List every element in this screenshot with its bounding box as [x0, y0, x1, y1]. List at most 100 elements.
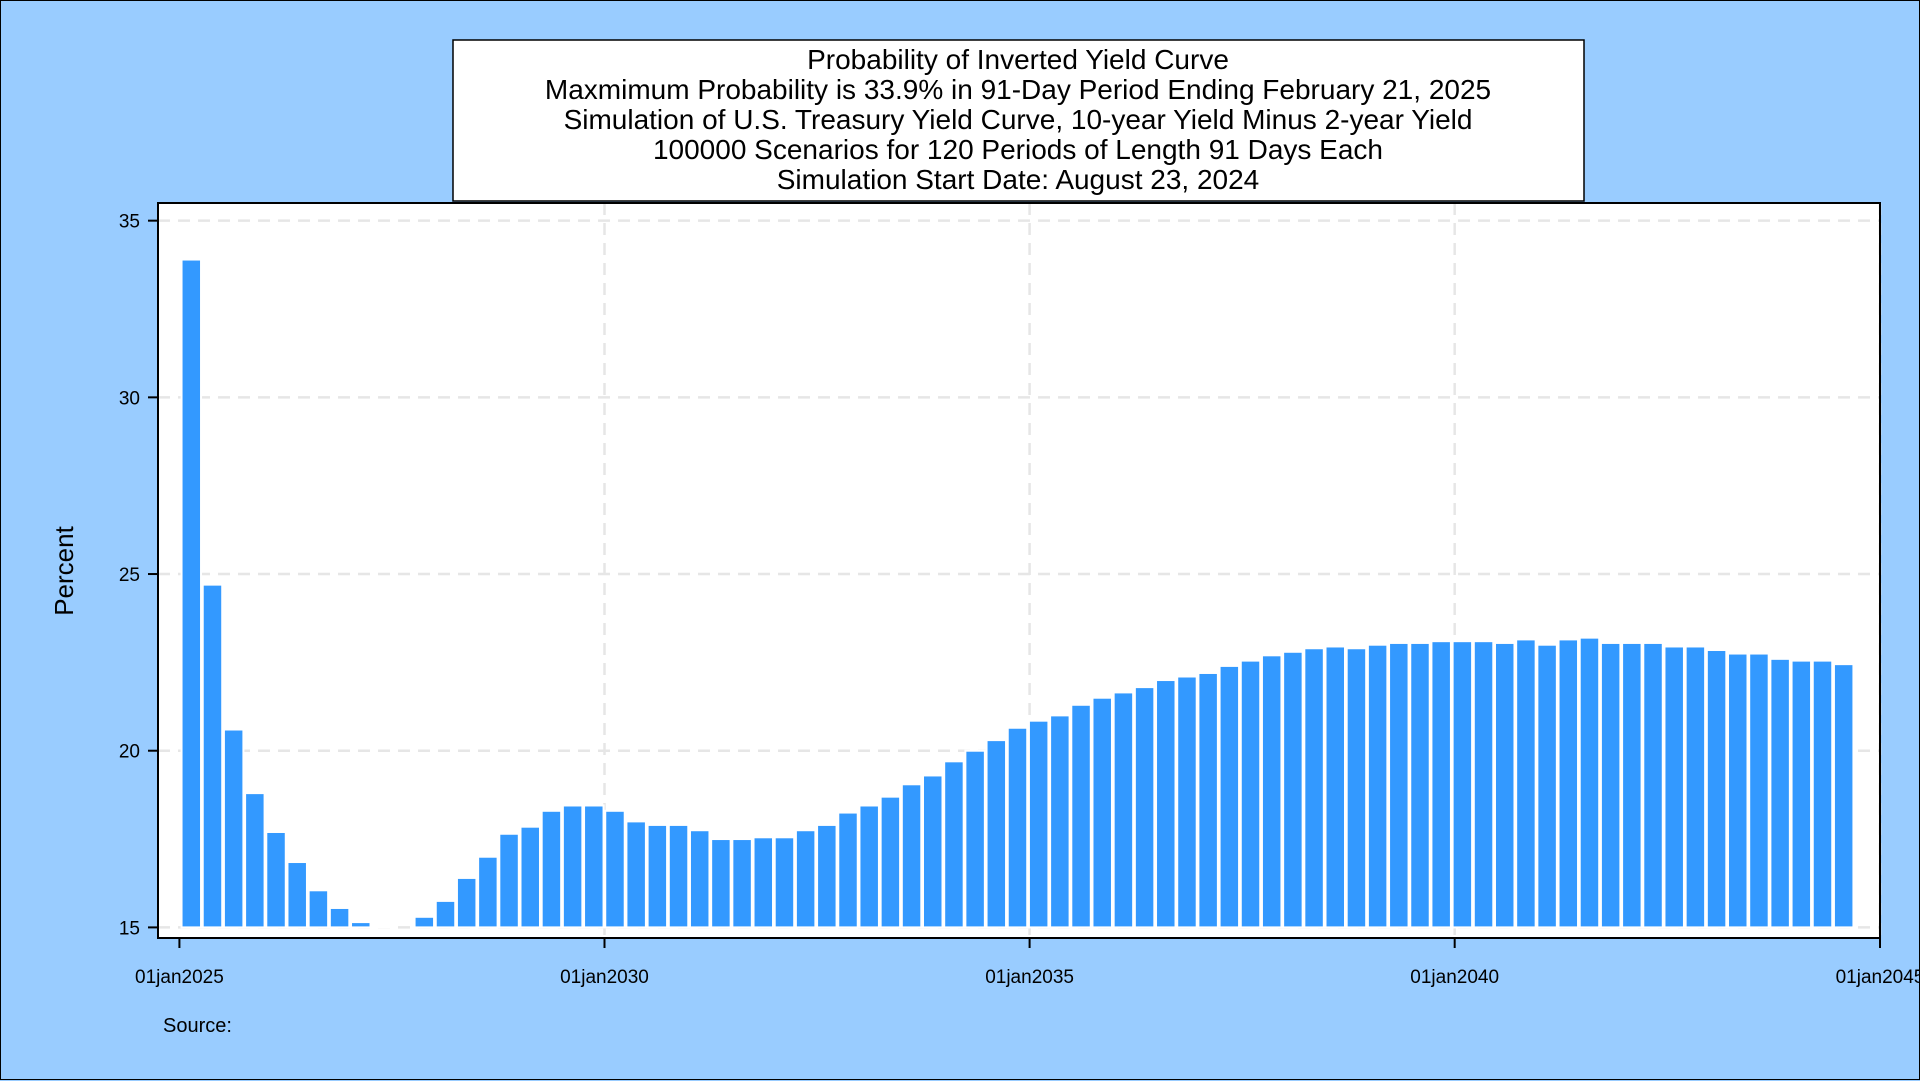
bar	[1451, 640, 1474, 929]
bar	[1557, 638, 1580, 929]
bar	[265, 830, 287, 929]
y-tick-label: 25	[119, 565, 140, 586]
bar	[561, 804, 584, 929]
bar	[1515, 638, 1537, 929]
source-note: Source:	[163, 1015, 232, 1037]
bar	[1091, 696, 1113, 929]
y-tick-label: 30	[119, 388, 140, 409]
chart-title-line-4: 100000 Scenarios for 120 Periods of Leng…	[653, 134, 1383, 165]
bar	[201, 583, 224, 929]
bar	[1176, 675, 1198, 929]
bar	[1006, 726, 1029, 929]
bar	[1366, 643, 1389, 929]
bar	[1727, 652, 1749, 929]
bar	[1621, 641, 1643, 929]
bar	[1133, 686, 1156, 929]
bar	[328, 906, 351, 929]
bar	[794, 829, 817, 929]
bar	[837, 811, 859, 929]
bar	[1409, 641, 1431, 929]
plot-border	[157, 202, 1881, 939]
bar	[1260, 654, 1283, 929]
bar	[1070, 703, 1092, 929]
bar	[244, 792, 266, 929]
x-axis-ticks: 01jan2025 01jan2030 01jan2035 01jan2040 01ja…	[135, 938, 1920, 988]
bar	[964, 749, 986, 929]
bar	[985, 739, 1008, 929]
title-box	[452, 39, 1585, 202]
x-tick-label: 01jan2030	[560, 967, 649, 988]
y-tick-label: 15	[119, 918, 140, 939]
bar	[688, 829, 711, 929]
bar	[1112, 691, 1135, 929]
y-axis-title: Percent	[49, 525, 79, 615]
bar	[1811, 659, 1834, 929]
bar	[1430, 640, 1452, 929]
x-tick-label: 01jan2040	[1410, 967, 1499, 988]
bar	[773, 836, 796, 929]
bar	[943, 760, 965, 929]
bar	[1536, 643, 1558, 929]
y-tick-label: 20	[119, 742, 140, 763]
bar	[455, 876, 478, 929]
y-tick-label: 35	[119, 212, 140, 233]
bar	[1324, 645, 1346, 929]
bar	[604, 809, 626, 929]
bar	[858, 804, 880, 929]
bar	[1578, 636, 1601, 929]
bar	[540, 809, 563, 929]
bar	[1155, 679, 1177, 929]
bar	[1239, 659, 1262, 929]
chart-title-line-3: Simulation of U.S. Treasury Yield Curve,…	[564, 104, 1473, 135]
bar	[1027, 719, 1050, 929]
bar	[1388, 641, 1410, 929]
bar	[752, 836, 775, 929]
bar	[413, 915, 436, 929]
chart-title-line-2: Maxmimum Probability is 33.9% in 91-Day …	[545, 74, 1491, 105]
x-tick-label: 01jan2025	[135, 967, 224, 988]
bar	[1769, 657, 1791, 929]
bar	[667, 823, 690, 929]
bar	[222, 728, 245, 929]
bar	[286, 861, 308, 929]
bars	[180, 258, 1855, 929]
bar	[371, 924, 393, 929]
bar	[1599, 641, 1622, 929]
bar	[1218, 664, 1241, 929]
bar	[1748, 652, 1770, 929]
bar	[1663, 645, 1685, 929]
bar	[1642, 641, 1664, 929]
bar	[879, 795, 902, 929]
chart-title-line-5: Simulation Start Date: August 23, 2024	[777, 164, 1260, 195]
bar	[625, 820, 647, 929]
bar	[1197, 671, 1219, 929]
y-axis-ticks: 15 20 25 30 35	[119, 212, 158, 939]
bar	[1832, 663, 1855, 929]
bar	[922, 774, 944, 929]
bar	[1303, 647, 1325, 929]
bar	[710, 838, 732, 929]
x-tick-label: 01jan2035	[985, 967, 1074, 988]
bar	[434, 899, 457, 929]
bar	[583, 804, 605, 929]
bar	[1472, 640, 1495, 929]
bar	[519, 825, 541, 929]
bar	[498, 832, 520, 929]
bar	[1790, 659, 1813, 929]
bar	[646, 823, 669, 929]
bar	[477, 855, 499, 929]
bar	[900, 783, 923, 929]
bar	[1493, 641, 1516, 929]
bar	[350, 921, 372, 929]
bar	[1282, 650, 1304, 929]
bar	[1345, 647, 1368, 929]
x-tick-label: 01jan2045	[1836, 967, 1920, 988]
bar	[307, 889, 330, 929]
chart-title-line-1: Probability of Inverted Yield Curve	[807, 44, 1229, 75]
bar	[1049, 714, 1071, 929]
bar	[180, 258, 203, 929]
bar	[1705, 649, 1728, 929]
bar	[1684, 645, 1707, 929]
